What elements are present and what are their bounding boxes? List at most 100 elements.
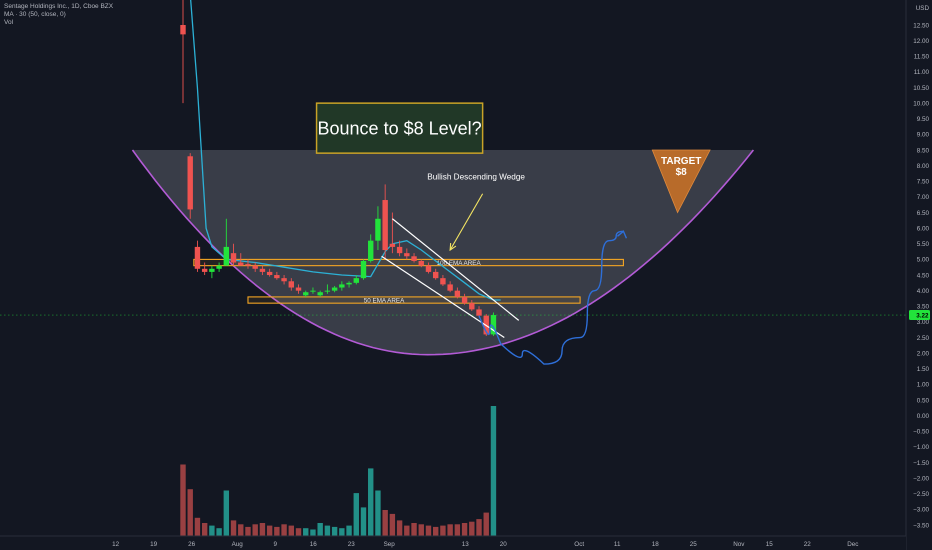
price-tick-label: 6.00 — [917, 225, 930, 232]
projection-arrowhead — [616, 230, 628, 239]
candle-body — [317, 292, 323, 296]
candle-body — [411, 256, 417, 261]
volume-bar — [310, 529, 316, 536]
plot-area: 100 EMA AREA 50 EMA AREA TARGET$8 Bounce to… — [0, 0, 906, 536]
candle-body — [324, 290, 331, 292]
volume-bar — [404, 525, 410, 536]
volume-bar — [454, 524, 461, 536]
price-tick-label: 0.00 — [917, 413, 930, 420]
time-tick-label: 19 — [150, 541, 158, 548]
candle-body — [216, 265, 222, 269]
volume-bar — [368, 468, 374, 536]
candle-body — [360, 260, 367, 279]
target-triangle — [651, 149, 711, 214]
time-tick-label: Nov — [733, 541, 745, 548]
time-tick-label: Aug — [232, 541, 244, 548]
volume-bar — [331, 526, 338, 536]
legend-ma[interactable]: MA · 30 (50, close, 0) — [4, 11, 66, 18]
volume-bar — [187, 489, 193, 536]
candle-body — [418, 260, 424, 266]
volume-bar — [483, 512, 489, 536]
price-tick-label: 5.00 — [917, 257, 930, 264]
ma-line — [190, 0, 501, 301]
price-tick-label: 9.50 — [917, 116, 930, 123]
time-tick-label: Dec — [847, 541, 858, 548]
candle-body — [454, 290, 461, 297]
candle-body — [310, 290, 316, 292]
candle-body — [476, 309, 482, 316]
volume-bar — [339, 528, 345, 536]
time-tick-label: 13 — [462, 541, 470, 548]
volume-bar — [216, 528, 222, 536]
volume-bar — [360, 507, 367, 536]
candle-body — [259, 268, 266, 272]
price-tick-label: −3.50 — [913, 522, 929, 529]
last-price-value: 3.22 — [916, 312, 929, 319]
candle-body — [209, 268, 215, 272]
volume-bar — [324, 525, 331, 536]
candle-body — [266, 271, 273, 276]
time-tick-label: 26 — [188, 541, 196, 548]
candle-body — [461, 296, 468, 304]
volume-bar — [245, 526, 251, 536]
ema50-zone — [247, 296, 581, 304]
price-tick-label: 1.50 — [917, 366, 930, 373]
price-tick-label: 12.50 — [913, 22, 929, 29]
price-axis-bg — [906, 0, 932, 550]
time-axis-bg — [0, 536, 906, 550]
price-tick-label: −0.50 — [913, 429, 929, 436]
candle-body — [440, 278, 446, 285]
wedge-upper-line — [392, 218, 520, 321]
candle-body — [490, 315, 497, 335]
candle-body — [187, 156, 193, 210]
candle-body — [274, 275, 280, 279]
price-tick-label: 10.50 — [913, 85, 929, 92]
price-tick-label: −1.50 — [913, 460, 929, 467]
time-tick-label: 23 — [348, 541, 356, 548]
volume-bar — [281, 524, 287, 536]
candle-body — [447, 284, 453, 291]
volume-bar — [461, 523, 468, 536]
projection-curve — [478, 230, 624, 365]
price-tick-label: 8.00 — [917, 163, 930, 170]
volume-bar — [469, 521, 475, 536]
candle-body — [238, 262, 244, 266]
volume-bar — [259, 523, 266, 536]
price-tick-label: 10.00 — [913, 100, 929, 107]
price-tick-label: 2.00 — [917, 350, 930, 357]
time-tick-label: 11 — [614, 541, 621, 548]
volume-bar — [252, 524, 258, 536]
volume-bar — [490, 406, 497, 536]
price-tick-label: 7.00 — [917, 194, 930, 201]
price-tick-label: 7.50 — [917, 179, 930, 186]
price-tick-label: 5.50 — [917, 241, 930, 248]
volume-bar — [230, 520, 237, 536]
volume-bar — [238, 524, 244, 536]
candle-body — [375, 218, 381, 241]
legend-volume[interactable]: Vol — [4, 19, 14, 26]
price-tick-label: 1.00 — [917, 382, 930, 389]
price-tick-label: 9.00 — [917, 132, 930, 139]
candle-body — [331, 287, 338, 291]
volume-bar — [194, 517, 201, 536]
price-tick-label: 3.50 — [917, 304, 930, 311]
ema100-zone — [193, 258, 624, 267]
price-tick-label: 12.00 — [913, 38, 929, 45]
time-tick-label: 16 — [310, 541, 318, 548]
volume-bar — [411, 523, 417, 536]
candle-body — [469, 303, 475, 310]
target-value: $8 — [676, 167, 688, 178]
candle-body — [194, 246, 201, 269]
price-tick-label: 8.50 — [917, 147, 930, 154]
volume-bar — [433, 526, 439, 536]
price-axis: USD 12.50 12.00 11.50 11.00 10.50 10.00 9.50 9.0… — [905, 0, 932, 550]
volume-bar — [223, 490, 230, 536]
candle-body — [303, 292, 309, 296]
candle-body — [230, 253, 237, 263]
time-tick-label: Oct — [574, 541, 584, 548]
candle-body — [180, 25, 186, 35]
wedge-arrowhead — [449, 243, 457, 252]
legend-symbol[interactable]: Sentage Holdings Inc., 1D, Cboe BZX — [4, 3, 114, 10]
